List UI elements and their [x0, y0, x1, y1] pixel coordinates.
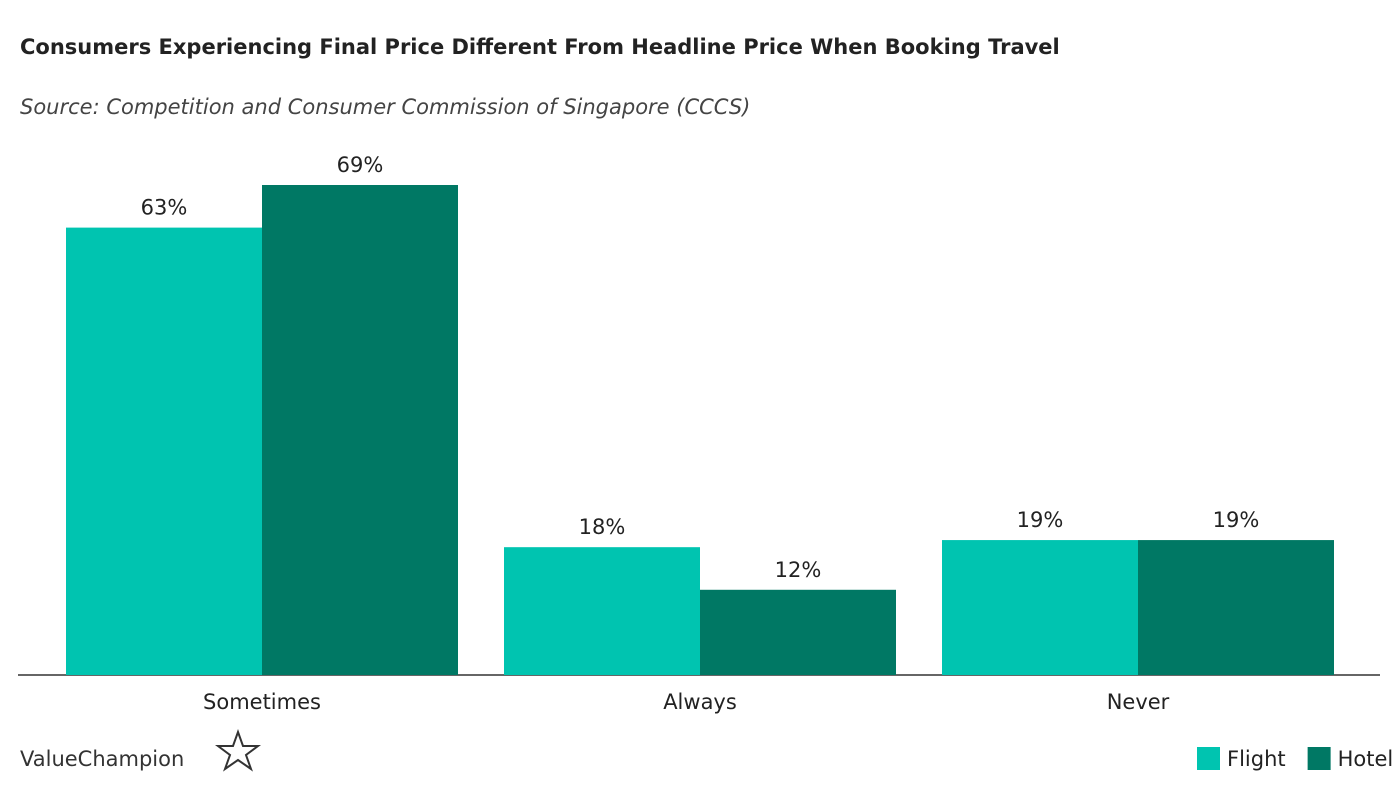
- brand-logo: ValueChampion: [20, 747, 184, 771]
- value-label: 19%: [1213, 508, 1260, 532]
- x-tick-label: Never: [1107, 690, 1170, 714]
- chart-title: Consumers Experiencing Final Price Diffe…: [20, 35, 1060, 59]
- value-label: 63%: [141, 196, 188, 220]
- x-tick-label: Sometimes: [203, 690, 321, 714]
- bar: [1138, 540, 1334, 675]
- legend-swatch: [1307, 747, 1331, 770]
- value-label: 69%: [337, 153, 384, 177]
- legend-label: Hotel: [1338, 747, 1394, 771]
- value-label: 19%: [1017, 508, 1064, 532]
- bar: [66, 227, 262, 675]
- legend-swatch: [1197, 747, 1220, 770]
- brand-star: [215, 729, 261, 772]
- bar: [504, 547, 700, 675]
- chart-subtitle: Source: Competition and Consumer Commiss…: [20, 95, 750, 119]
- bar: [942, 540, 1138, 675]
- bar: [262, 185, 458, 675]
- x-tick-label: Always: [663, 690, 737, 714]
- value-label: 12%: [775, 558, 822, 582]
- bar: [700, 589, 896, 675]
- value-label: 18%: [579, 515, 626, 539]
- legend-label: Flight: [1227, 747, 1286, 771]
